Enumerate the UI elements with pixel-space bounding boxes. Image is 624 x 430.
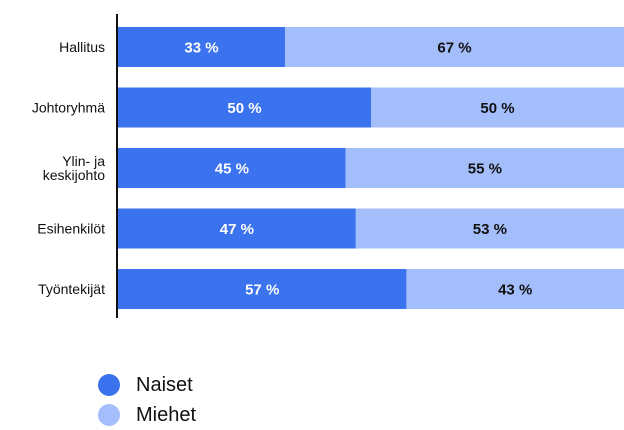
legend-swatch-naiset xyxy=(98,374,120,396)
category-label-3: Esihenkilöt xyxy=(37,221,105,237)
legend-item-naiset: Naiset xyxy=(98,370,196,400)
legend-label-miehet: Miehet xyxy=(136,403,197,426)
value-label-miehet-0: 67 % xyxy=(437,40,471,57)
category-label-4: Työntekijät xyxy=(38,281,105,297)
bar-naiset-4 xyxy=(118,269,407,309)
value-label-naiset-1: 50 % xyxy=(227,100,261,117)
category-label-0: Hallitus xyxy=(59,39,105,55)
category-label-2: Ylin- ja keskijohto xyxy=(43,153,105,183)
value-label-miehet-2: 55 % xyxy=(468,161,502,178)
value-label-miehet-1: 50 % xyxy=(480,100,514,117)
bar-naiset-0 xyxy=(118,27,285,67)
bar-naiset-2 xyxy=(118,148,346,188)
value-label-naiset-2: 45 % xyxy=(215,161,249,178)
legend-swatch-miehet xyxy=(98,404,120,426)
value-label-miehet-4: 43 % xyxy=(498,282,532,299)
bar-naiset-1 xyxy=(118,87,371,128)
value-label-naiset-3: 47 % xyxy=(220,221,254,238)
category-label-1: Johtoryhmä xyxy=(32,100,105,116)
legend-item-miehet: Miehet xyxy=(98,400,196,430)
category-labels: Hallitus Johtoryhmä Ylin- ja keskijohto Esih… xyxy=(32,39,105,297)
legend: Naiset Miehet xyxy=(98,370,196,430)
bars-group: 33 % 67 % 50 % 50 % 45 % 55 % 47 % 53 % 57 % 43 % xyxy=(118,27,624,309)
bar-miehet-2 xyxy=(345,148,624,188)
legend-label-naiset: Naiset xyxy=(136,373,193,396)
value-label-naiset-4: 57 % xyxy=(245,282,279,299)
value-label-miehet-3: 53 % xyxy=(473,221,507,238)
bar-naiset-3 xyxy=(118,208,356,249)
value-label-naiset-0: 33 % xyxy=(184,40,218,57)
bar-miehet-3 xyxy=(355,208,624,249)
bar-miehet-4 xyxy=(406,269,624,309)
bar-miehet-0 xyxy=(284,27,624,67)
bar-miehet-1 xyxy=(371,87,624,128)
